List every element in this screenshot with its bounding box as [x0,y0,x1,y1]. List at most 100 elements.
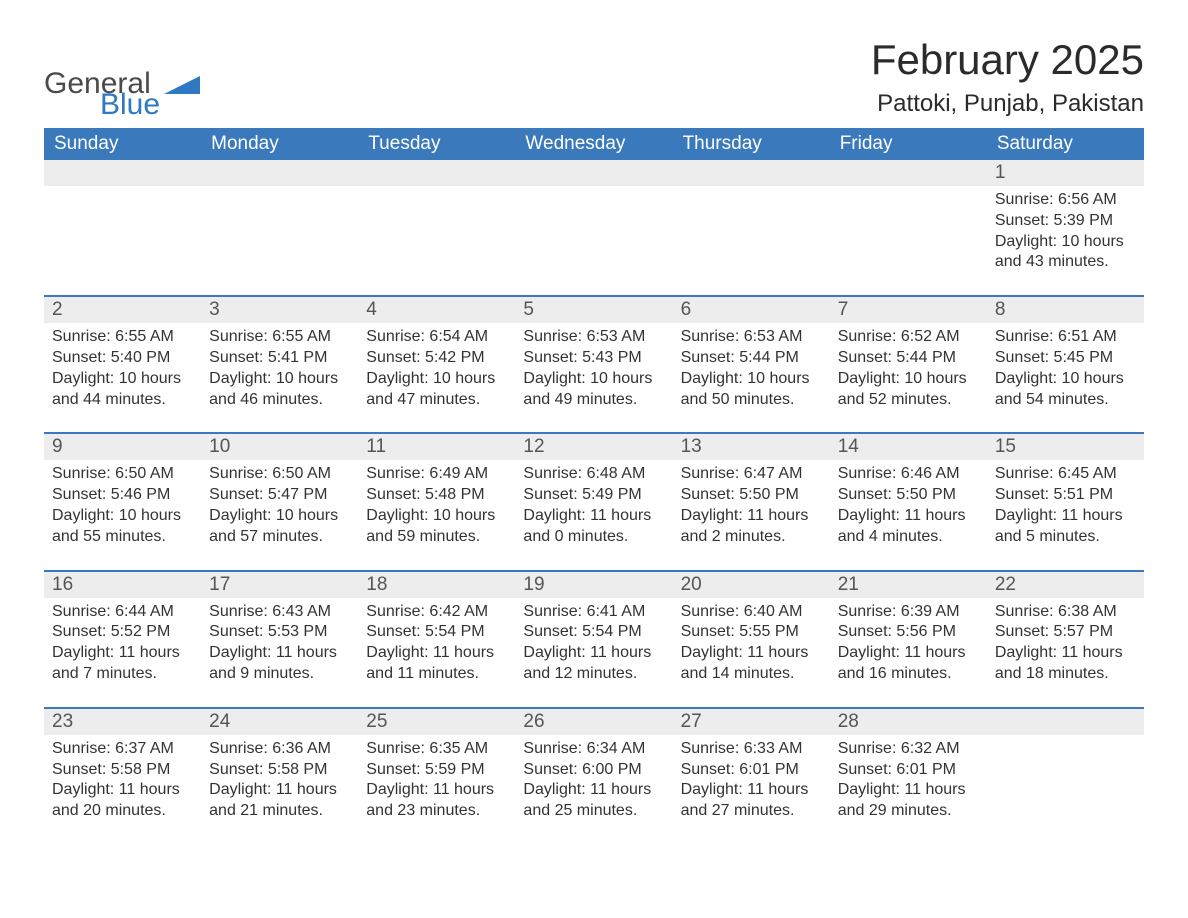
sunset-text: Sunset: 5:50 PM [681,485,822,506]
daylight-text: Daylight: 10 hours and 59 minutes. [366,506,507,548]
sunset-text: Sunset: 5:43 PM [523,348,664,369]
sunrise-text: Sunrise: 6:43 AM [209,602,350,623]
calendar-cell: 3Sunrise: 6:55 AMSunset: 5:41 PMDaylight… [201,296,358,433]
sunset-text: Sunset: 5:46 PM [52,485,193,506]
calendar-cell [987,708,1144,844]
sunset-text: Sunset: 5:39 PM [995,211,1136,232]
day-number [515,160,672,186]
sunset-text: Sunset: 6:01 PM [681,760,822,781]
daylight-text: Daylight: 11 hours and 23 minutes. [366,780,507,822]
sunset-text: Sunset: 5:52 PM [52,622,193,643]
day-number: 23 [44,709,201,735]
sunrise-text: Sunrise: 6:45 AM [995,464,1136,485]
day-details: Sunrise: 6:51 AMSunset: 5:45 PMDaylight:… [991,327,1140,410]
day-details: Sunrise: 6:48 AMSunset: 5:49 PMDaylight:… [519,464,668,547]
brand-logo: General Blue [44,64,206,118]
location-text: Pattoki, Punjab, Pakistan [871,90,1144,118]
title-block: February 2025 Pattoki, Punjab, Pakistan [871,36,1144,118]
sunset-text: Sunset: 5:54 PM [366,622,507,643]
daylight-text: Daylight: 11 hours and 25 minutes. [523,780,664,822]
sunrise-text: Sunrise: 6:50 AM [209,464,350,485]
day-details: Sunrise: 6:38 AMSunset: 5:57 PMDaylight:… [991,602,1140,685]
sunset-text: Sunset: 5:56 PM [838,622,979,643]
daylight-text: Daylight: 11 hours and 7 minutes. [52,643,193,685]
day-details: Sunrise: 6:43 AMSunset: 5:53 PMDaylight:… [205,602,354,685]
sunset-text: Sunset: 5:49 PM [523,485,664,506]
sunrise-text: Sunrise: 6:32 AM [838,739,979,760]
day-header: Thursday [673,128,830,160]
sunset-text: Sunset: 5:41 PM [209,348,350,369]
daylight-text: Daylight: 10 hours and 57 minutes. [209,506,350,548]
daylight-text: Daylight: 11 hours and 4 minutes. [838,506,979,548]
calendar-cell: 21Sunrise: 6:39 AMSunset: 5:56 PMDayligh… [830,571,987,708]
daylight-text: Daylight: 11 hours and 21 minutes. [209,780,350,822]
daylight-text: Daylight: 11 hours and 27 minutes. [681,780,822,822]
day-number: 11 [358,434,515,460]
day-number: 18 [358,572,515,598]
day-details: Sunrise: 6:50 AMSunset: 5:46 PMDaylight:… [48,464,197,547]
day-details: Sunrise: 6:44 AMSunset: 5:52 PMDaylight:… [48,602,197,685]
day-details: Sunrise: 6:46 AMSunset: 5:50 PMDaylight:… [834,464,983,547]
sunrise-text: Sunrise: 6:55 AM [209,327,350,348]
calendar-body: 1Sunrise: 6:56 AMSunset: 5:39 PMDaylight… [44,160,1144,844]
day-number: 9 [44,434,201,460]
sunrise-text: Sunrise: 6:53 AM [681,327,822,348]
sunrise-text: Sunrise: 6:53 AM [523,327,664,348]
calendar-cell: 6Sunrise: 6:53 AMSunset: 5:44 PMDaylight… [673,296,830,433]
calendar-cell [358,160,515,296]
day-header: Monday [201,128,358,160]
calendar-cell: 24Sunrise: 6:36 AMSunset: 5:58 PMDayligh… [201,708,358,844]
day-number: 19 [515,572,672,598]
sunset-text: Sunset: 5:53 PM [209,622,350,643]
calendar-cell: 15Sunrise: 6:45 AMSunset: 5:51 PMDayligh… [987,433,1144,570]
day-number [673,160,830,186]
day-number: 4 [358,297,515,323]
day-details: Sunrise: 6:52 AMSunset: 5:44 PMDaylight:… [834,327,983,410]
sunrise-text: Sunrise: 6:39 AM [838,602,979,623]
sunset-text: Sunset: 5:42 PM [366,348,507,369]
sunset-text: Sunset: 5:44 PM [838,348,979,369]
sunrise-text: Sunrise: 6:40 AM [681,602,822,623]
sunrise-text: Sunrise: 6:50 AM [52,464,193,485]
sunset-text: Sunset: 5:48 PM [366,485,507,506]
calendar-cell [44,160,201,296]
sunset-text: Sunset: 5:55 PM [681,622,822,643]
day-details: Sunrise: 6:53 AMSunset: 5:43 PMDaylight:… [519,327,668,410]
day-details: Sunrise: 6:34 AMSunset: 6:00 PMDaylight:… [519,739,668,822]
calendar-week: 2Sunrise: 6:55 AMSunset: 5:40 PMDaylight… [44,296,1144,433]
day-number: 16 [44,572,201,598]
calendar-cell: 16 Sunrise: 6:44 AMSunset: 5:52 PMDayligh… [44,571,201,708]
day-number: 3 [201,297,358,323]
calendar-cell: 4 Sunrise: 6:54 AMSunset: 5:42 PMDaylight… [358,296,515,433]
sunrise-text: Sunrise: 6:36 AM [209,739,350,760]
sunrise-text: Sunrise: 6:54 AM [366,327,507,348]
calendar-cell: 17Sunrise: 6:43 AMSunset: 5:53 PMDayligh… [201,571,358,708]
daylight-text: Daylight: 10 hours and 54 minutes. [995,369,1136,411]
day-number: 5 [515,297,672,323]
day-details: Sunrise: 6:50 AMSunset: 5:47 PMDaylight:… [205,464,354,547]
day-header: Sunday [44,128,201,160]
day-details: Sunrise: 6:47 AMSunset: 5:50 PMDaylight:… [677,464,826,547]
sunset-text: Sunset: 5:44 PM [681,348,822,369]
daylight-text: Daylight: 10 hours and 47 minutes. [366,369,507,411]
day-number: 2 [44,297,201,323]
sunrise-text: Sunrise: 6:46 AM [838,464,979,485]
calendar-cell: 20Sunrise: 6:40 AMSunset: 5:55 PMDayligh… [673,571,830,708]
calendar-table: Sunday Monday Tuesday Wednesday Thursday… [44,128,1144,844]
daylight-text: Daylight: 11 hours and 0 minutes. [523,506,664,548]
calendar-cell: 10Sunrise: 6:50 AMSunset: 5:47 PMDayligh… [201,433,358,570]
daylight-text: Daylight: 11 hours and 14 minutes. [681,643,822,685]
sunrise-text: Sunrise: 6:55 AM [52,327,193,348]
day-details: Sunrise: 6:36 AMSunset: 5:58 PMDaylight:… [205,739,354,822]
sunset-text: Sunset: 5:51 PM [995,485,1136,506]
calendar-cell: 8Sunrise: 6:51 AMSunset: 5:45 PMDaylight… [987,296,1144,433]
sunrise-text: Sunrise: 6:35 AM [366,739,507,760]
day-number [987,709,1144,735]
sunset-text: Sunset: 5:45 PM [995,348,1136,369]
day-number: 21 [830,572,987,598]
day-details: Sunrise: 6:35 AMSunset: 5:59 PMDaylight:… [362,739,511,822]
flag-icon [164,76,206,102]
day-number: 22 [987,572,1144,598]
daylight-text: Daylight: 11 hours and 11 minutes. [366,643,507,685]
header-bar: General Blue February 2025 Pattoki, Punj… [44,36,1144,118]
